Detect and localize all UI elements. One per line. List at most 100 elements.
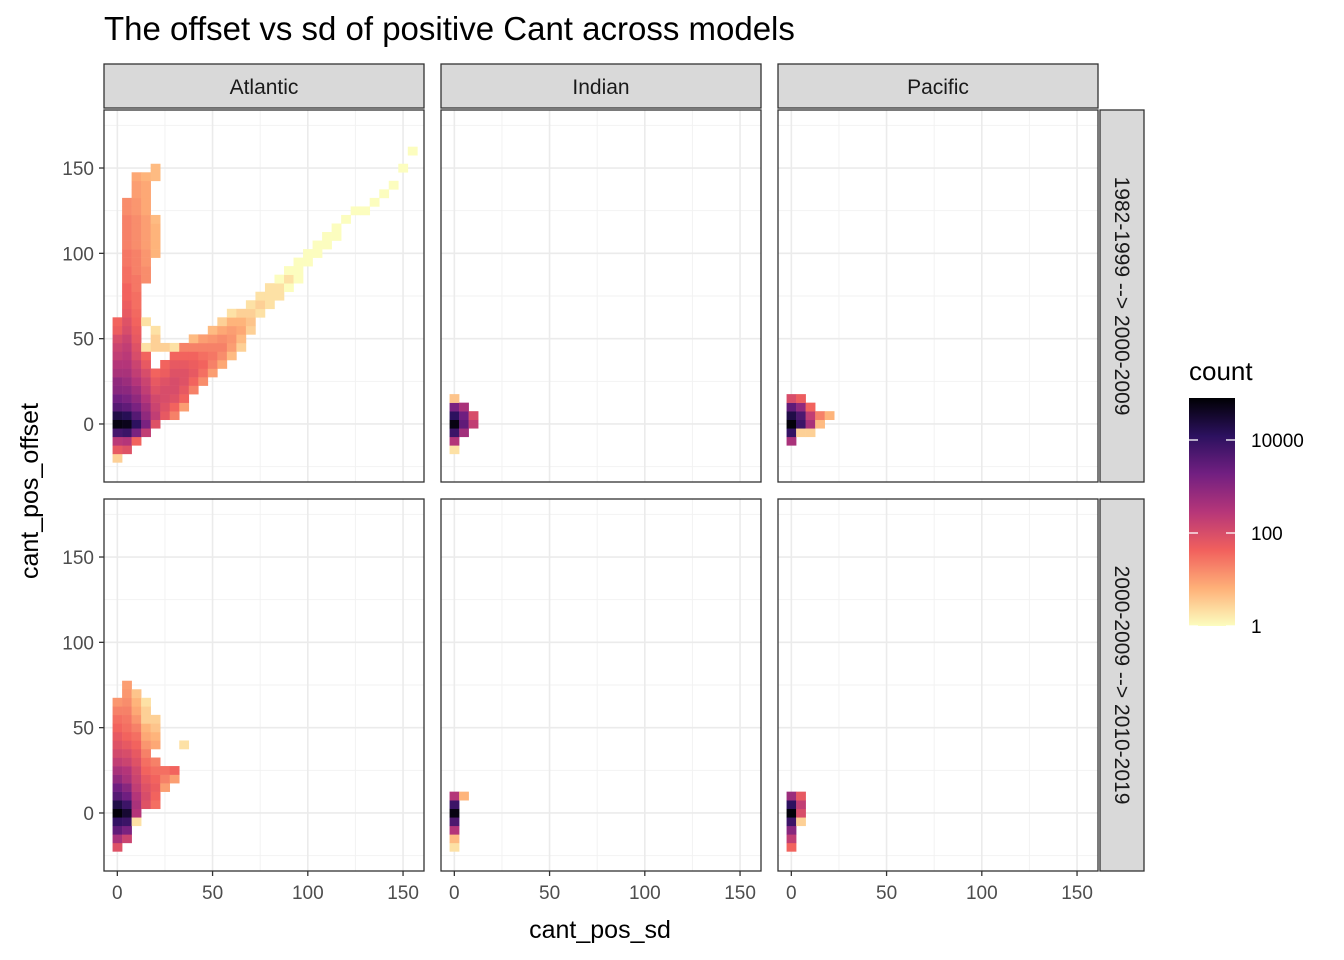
heatmap-cell [131,808,142,818]
panel-pacific-1 [777,109,1099,483]
heatmap-cell [468,411,479,421]
heatmap-cell [131,274,142,284]
heatmap-cell [236,342,247,352]
heatmap-cell [112,317,123,327]
heatmap-cell [150,377,161,386]
heatmap-cell [341,214,351,224]
heatmap-cell [131,377,142,386]
heatmap-cell [188,359,199,369]
heatmap-cell [112,697,123,707]
heatmap-cell [131,740,142,750]
y-tick-label: 0 [83,804,94,825]
panel-atlantic-1: 0 50 100 150 [62,109,425,483]
heatmap-cell [398,163,409,173]
legend-title: count [1189,356,1253,386]
strip-col-label: Atlantic [230,76,299,99]
heatmap-cell [169,774,180,784]
heatmap-cell [217,325,228,335]
panel-border [440,109,762,483]
heatmap-cell [112,791,123,801]
heatmap-cell [805,419,816,429]
strip-row-label: 2000-2009 --> 2010-2019 [1110,566,1133,805]
heatmap-cell [449,428,460,438]
strip-col-label: Pacific [907,76,969,99]
heatmap-cell [141,266,151,275]
heatmap-cell [179,385,190,395]
x-tick-label: 0 [786,883,797,904]
heatmap-cell [122,197,132,207]
heatmap-cell [112,731,123,741]
heatmap-cell [122,232,132,241]
heatmap-cell [786,834,797,844]
heatmap-cell [255,300,266,310]
panel-indian-1 [440,109,762,483]
heatmap-cell [179,740,190,750]
heatmap-cell [796,817,806,827]
heatmap-cell [786,825,797,835]
heatmap-cell [122,791,132,801]
heatmap-cell [786,411,797,421]
heatmap-cell [169,402,180,412]
heatmap-cell [131,411,142,421]
heatmap-cell [122,274,132,284]
heatmap-cell [226,317,237,327]
heatmap-cell [122,394,132,403]
x-tick-label: 100 [629,883,661,904]
y-tick-label: 0 [83,415,94,436]
heatmap-cell [141,385,151,395]
heatmap-cell [169,342,180,352]
color-legend: count 10000 100 1 [1189,356,1304,638]
x-tick-label: 150 [387,883,419,904]
heatmap-cell [207,351,218,361]
heatmap-cell [188,368,199,378]
heatmap-cell [236,325,247,335]
heatmap-cell [217,334,228,344]
heatmap-cell [786,791,797,801]
heatmap-cell [141,783,151,792]
heatmap-cell [331,223,342,233]
heatmap-cell [449,402,460,412]
heatmap-cell [122,808,132,818]
heatmap-cell [122,308,132,318]
heatmap-cell [160,402,171,412]
heatmap-cell [198,359,209,369]
heatmap-cell [786,402,797,412]
heatmap-cell [284,266,294,275]
heatmap-cell [150,240,161,250]
heatmap-cell [131,249,142,258]
heatmap-cell [141,723,151,733]
heatmap-cell [131,308,142,318]
heatmap-cell [122,334,132,344]
x-tick-label: 100 [292,883,324,904]
heatmap-cell [131,359,142,369]
heatmap-cell [141,240,151,250]
heatmap-cell [112,419,123,429]
heatmap-cell [322,232,332,241]
heatmap-cell [350,206,361,216]
heatmap-cell [131,706,142,716]
heatmap-cell [179,351,190,361]
heatmap-cell [131,240,142,250]
heatmap-cell [796,808,806,818]
heatmap-cell [112,766,123,775]
heatmap-cell [112,723,123,733]
heatmap-cell [274,291,285,301]
heatmap-cell [122,748,132,758]
heatmap-cell [131,697,142,707]
heatmap-cell [141,394,151,403]
heatmap-cell [112,428,123,438]
heatmap-cell [198,342,209,352]
heatmap-cell [449,817,460,827]
heatmap-cell [150,232,161,241]
heatmap-cell [188,342,199,352]
heatmap-cell [388,180,399,190]
heatmap-cell [122,697,132,707]
heatmap-cell [112,402,123,412]
heatmap-cell [160,359,171,369]
heatmap-cell [112,748,123,758]
heatmap-cell [122,680,132,690]
heatmap-cell [131,206,142,216]
heatmap-cell [274,274,285,284]
legend-tick-label: 10000 [1251,431,1304,452]
heatmap-cell [112,394,123,403]
